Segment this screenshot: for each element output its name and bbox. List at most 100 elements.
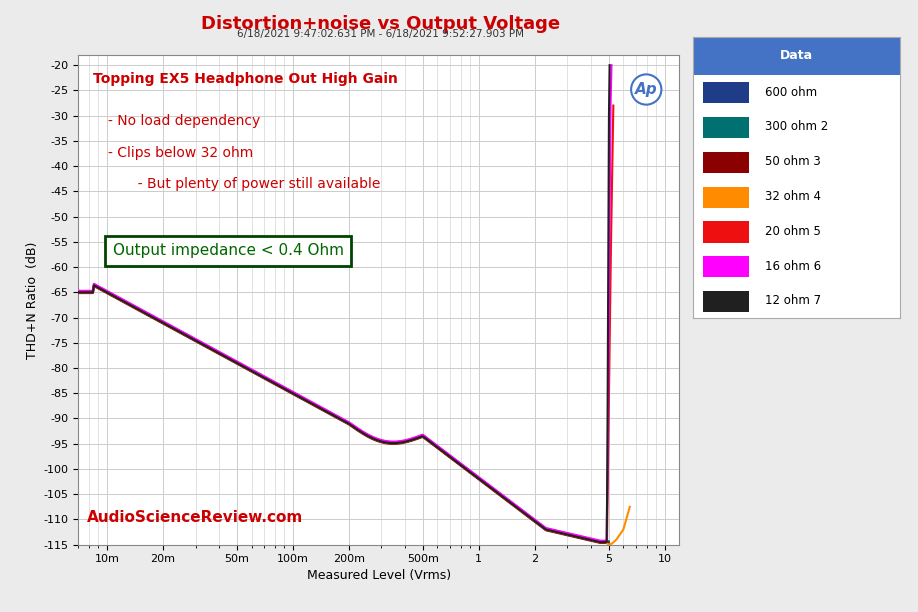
16 ohm 6 [73,287,84,294]
Text: 50 ohm 3: 50 ohm 3 [766,155,821,168]
600 ohm [73,289,84,296]
300 ohm 2 [595,537,606,545]
32 ohm 4 [73,289,84,296]
50 ohm 3 [509,502,520,510]
12 ohm 7 [520,510,531,518]
32 ohm 4 [273,382,284,389]
50 ohm 3 [329,413,340,420]
50 ohm 3 [73,289,84,297]
32 ohm 4 [511,504,522,511]
32 ohm 4 [603,541,614,548]
50 ohm 3 [326,411,337,419]
Bar [703,291,749,312]
32 ohm 4 [521,511,532,518]
20 ohm 5 [465,468,476,476]
16 ohm 6 [520,509,531,516]
12 ohm 7 [80,289,91,296]
Text: 32 ohm 4: 32 ohm 4 [766,190,822,203]
Text: 16 ohm 6: 16 ohm 6 [766,259,822,272]
32 ohm 4 [88,282,99,289]
Line: 32 ohm 4: 32 ohm 4 [78,285,630,545]
600 ohm [329,412,340,419]
20 ohm 5 [608,102,619,109]
Text: 20 ohm 5: 20 ohm 5 [766,225,822,238]
50 ohm 3 [389,440,400,447]
20 ohm 5 [595,538,606,545]
X-axis label: Measured Level (Vrms): Measured Level (Vrms) [307,569,451,581]
32 ohm 4 [80,289,91,296]
600 ohm [603,539,614,546]
Bar [703,222,749,242]
32 ohm 4 [326,411,337,418]
16 ohm 6 [510,502,521,509]
16 ohm 6 [325,408,336,416]
Line: 16 ohm 6: 16 ohm 6 [78,65,611,540]
Text: AudioScienceReview.com: AudioScienceReview.com [87,510,303,525]
Text: Topping EX5 Headphone Out High Gain: Topping EX5 Headphone Out High Gain [93,72,397,86]
16 ohm 6 [606,61,617,69]
50 ohm 3 [591,539,602,546]
Text: Ap: Ap [635,82,657,97]
300 ohm 2 [389,438,400,446]
300 ohm 2 [73,288,84,295]
300 ohm 2 [509,501,520,508]
600 ohm [326,410,337,417]
Bar [703,117,749,138]
50 ohm 3 [88,282,99,289]
12 ohm 7 [272,381,283,389]
12 ohm 7 [604,61,615,69]
50 ohm 3 [595,539,606,547]
Bar [703,187,749,207]
Text: - But plenty of power still available: - But plenty of power still available [129,177,381,192]
32 ohm 4 [624,503,635,510]
20 ohm 5 [265,377,276,384]
20 ohm 5 [166,323,177,330]
20 ohm 5 [177,329,188,337]
600 ohm [361,431,372,439]
600 ohm [389,439,400,447]
300 ohm 2 [361,430,372,438]
Line: 20 ohm 5: 20 ohm 5 [78,105,613,542]
12 ohm 7 [383,439,394,447]
20 ohm 5 [73,288,84,296]
600 ohm [88,282,99,289]
50 ohm 3 [361,432,372,439]
16 ohm 6 [595,537,606,544]
Text: Distortion+noise vs Output Voltage: Distortion+noise vs Output Voltage [201,15,561,33]
300 ohm 2 [326,409,337,417]
600 ohm [591,538,602,545]
16 ohm 6 [80,287,91,294]
300 ohm 2 [603,537,614,545]
300 ohm 2 [88,281,99,288]
16 ohm 6 [272,379,283,387]
12 ohm 7 [73,289,84,296]
12 ohm 7 [595,539,606,546]
Text: - Clips below 32 ohm: - Clips below 32 ohm [108,146,253,160]
Text: 12 ohm 7: 12 ohm 7 [766,294,822,307]
Bar [703,256,749,277]
20 ohm 5 [155,318,166,325]
Line: 12 ohm 7: 12 ohm 7 [78,65,610,542]
32 ohm 4 [384,439,395,447]
600 ohm [509,502,520,509]
20 ohm 5 [278,384,289,392]
Line: 300 ohm 2: 300 ohm 2 [78,285,609,541]
300 ohm 2 [591,537,602,544]
Bar [703,82,749,103]
Text: 300 ohm 2: 300 ohm 2 [766,121,829,133]
Text: Data: Data [779,49,813,62]
12 ohm 7 [325,410,336,417]
50 ohm 3 [603,539,614,547]
Y-axis label: THD+N Ratio  (dB): THD+N Ratio (dB) [26,241,39,359]
Bar [703,152,749,173]
Bar [693,75,900,318]
Text: Output impedance < 0.4 Ohm: Output impedance < 0.4 Ohm [113,244,344,258]
Text: 6/18/2021 9:47:02.631 PM - 6/18/2021 9:52:27.903 PM: 6/18/2021 9:47:02.631 PM - 6/18/2021 9:5… [238,29,524,39]
Text: - No load dependency: - No load dependency [108,114,261,128]
Line: 600 ohm: 600 ohm [78,285,609,542]
12 ohm 7 [510,503,521,510]
16 ohm 6 [383,438,394,445]
Text: 600 ohm: 600 ohm [766,86,818,99]
600 ohm [595,539,606,546]
Line: 50 ohm 3: 50 ohm 3 [78,286,609,543]
